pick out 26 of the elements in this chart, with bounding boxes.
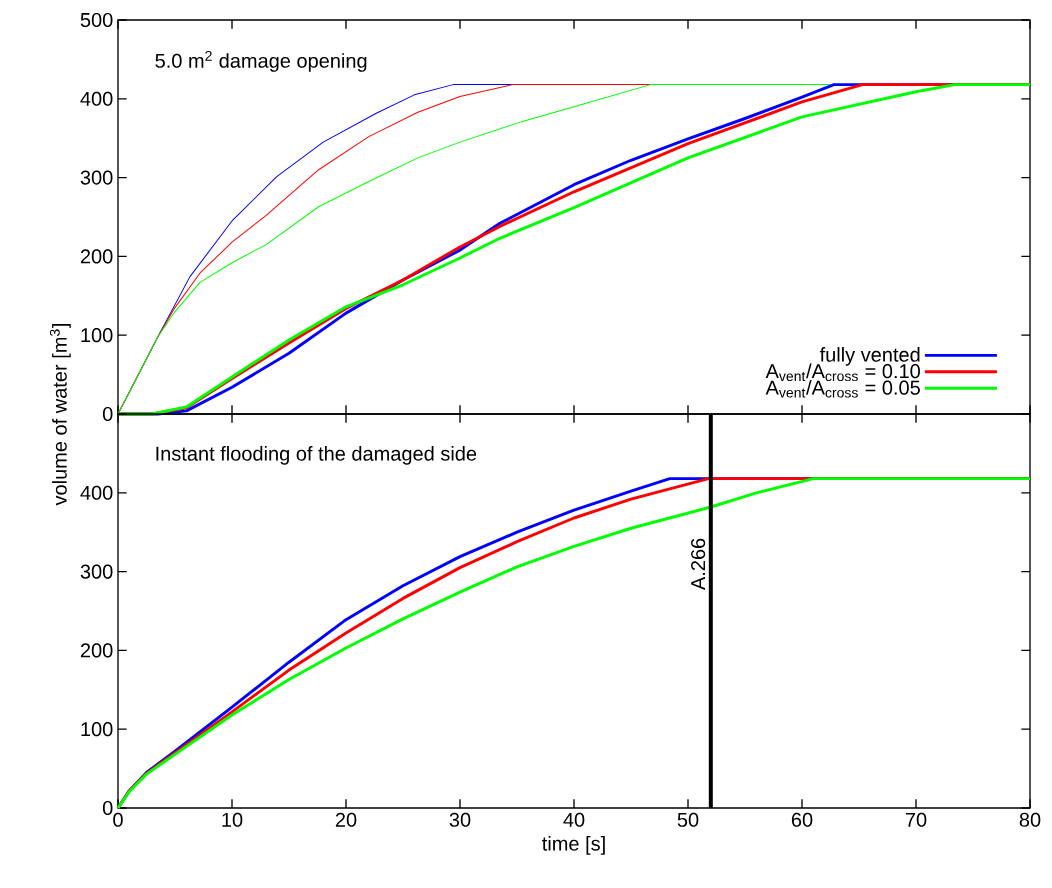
x-tick-label: 70 <box>905 812 927 827</box>
x-tick-label: 30 <box>449 812 471 827</box>
x-tick-label: 50 <box>677 812 699 827</box>
x-tick-label: 10 <box>222 812 243 827</box>
y-tick-label: 100 <box>81 722 113 737</box>
y-tick-label: 300 <box>80 564 113 579</box>
ref-line-label: A.266 <box>691 538 706 591</box>
y-tick-label: 0 <box>102 406 113 422</box>
y-tick-label: 500 <box>80 12 113 28</box>
annotation: Instant flooding of the damaged side <box>156 446 477 465</box>
x-tick-label: 60 <box>791 812 813 827</box>
x-tick-label: 20 <box>335 812 357 827</box>
x-tick-label: 0 <box>113 812 123 827</box>
y-tick-label: 300 <box>80 170 113 185</box>
y-tick-label: 400 <box>80 91 113 106</box>
x-tick-label: 80 <box>1019 812 1041 827</box>
x-axis-title: time [s] <box>542 836 605 855</box>
y-tick-label: 200 <box>80 249 113 264</box>
y-tick-label: 200 <box>80 643 113 658</box>
y-tick-label: 100 <box>81 328 113 343</box>
x-tick-label: 40 <box>563 812 585 827</box>
y-tick-label: 400 <box>80 485 113 500</box>
y-axis-title: volume of water [m$^{3}$] <box>49 323 71 506</box>
legend-label: A$_{vent}$/A$_{cross}$ = 0.05 <box>765 380 920 398</box>
y-tick-label: 0 <box>102 800 113 816</box>
annotation: 5.0 m$^{2}$ damage opening <box>155 50 367 72</box>
